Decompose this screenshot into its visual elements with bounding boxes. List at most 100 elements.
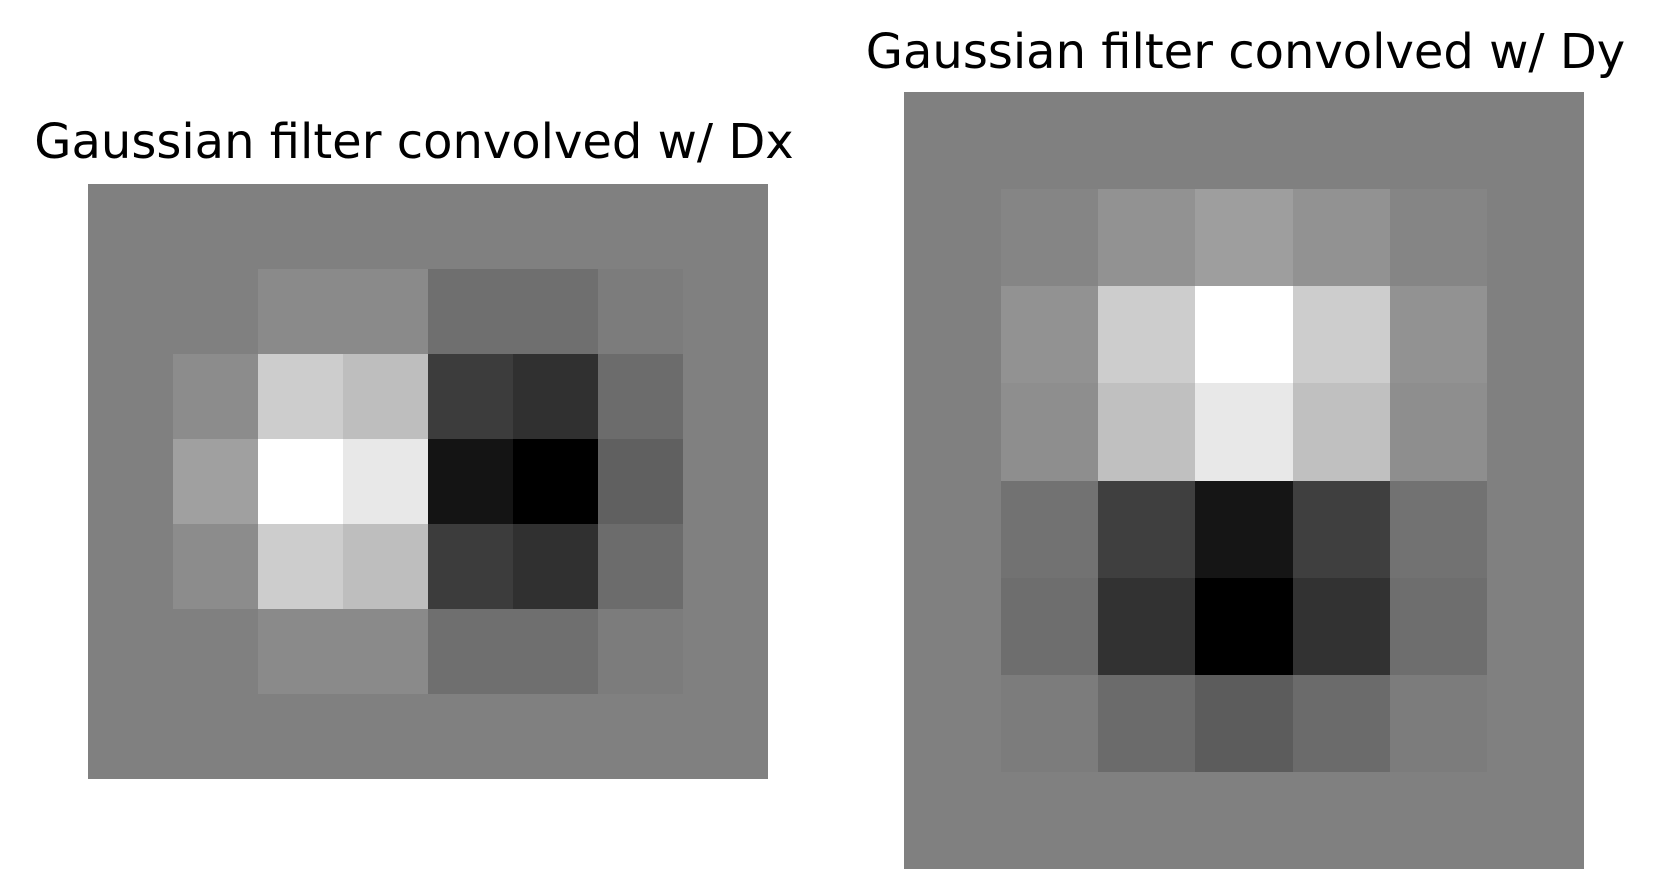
heatmap-cell-r0-c4 (1293, 92, 1390, 189)
heatmap-cell-r6-c2 (258, 694, 343, 779)
heatmap-cell-r0-c7 (683, 184, 768, 269)
heatmap-cell-r6-c3 (1195, 675, 1293, 772)
heatmap-cell-r1-c0 (904, 189, 1001, 286)
heatmap-cell-r1-c6 (598, 269, 683, 354)
heatmap-cell-r0-c1 (1001, 92, 1098, 189)
heatmap-cell-r0-c1 (173, 184, 258, 269)
heatmap-cell-r2-c4 (428, 354, 513, 439)
heatmap-cell-r4-c4 (1293, 481, 1390, 578)
heatmap-cell-r6-c4 (1293, 675, 1390, 772)
heatmap-cell-r4-c3 (1195, 481, 1293, 578)
heatmap-cell-r1-c4 (1293, 189, 1390, 286)
heatmap-cell-r5-c7 (683, 609, 768, 694)
heatmap-cell-r0-c5 (513, 184, 598, 269)
heatmap-cell-r5-c2 (258, 609, 343, 694)
heatmap-cell-r3-c4 (1293, 383, 1390, 481)
heatmap-cell-r4-c7 (683, 524, 768, 609)
heatmap-cell-r6-c5 (513, 694, 598, 779)
heatmap-cell-r1-c7 (683, 269, 768, 354)
heatmap-cell-r0-c2 (1098, 92, 1195, 189)
heatmap-cell-r2-c6 (1487, 286, 1584, 383)
heatmap-cell-r3-c5 (513, 439, 598, 524)
heatmap-cell-r5-c5 (513, 609, 598, 694)
heatmap-cell-r3-c4 (428, 439, 513, 524)
heatmap-cell-r2-c1 (1001, 286, 1098, 383)
heatmap-cell-r3-c1 (173, 439, 258, 524)
heatmap-cell-r4-c5 (1390, 481, 1487, 578)
heatmap-cell-r5-c2 (1098, 578, 1195, 675)
heatmap-cell-r2-c0 (904, 286, 1001, 383)
heatmap-cell-r3-c6 (598, 439, 683, 524)
heatmap-cell-r3-c2 (1098, 383, 1195, 481)
heatmap-cell-r7-c3 (1195, 772, 1293, 869)
heatmap-cell-r5-c6 (598, 609, 683, 694)
heatmap-cell-r1-c0 (88, 269, 173, 354)
heatmap-cell-r2-c1 (173, 354, 258, 439)
heatmap-cell-r7-c2 (1098, 772, 1195, 869)
heatmap-cell-r6-c6 (1487, 675, 1584, 772)
heatmap-cell-r6-c7 (683, 694, 768, 779)
heatmap-cell-r4-c5 (513, 524, 598, 609)
heatmap-cell-r7-c6 (1487, 772, 1584, 869)
heatmap-cell-r4-c3 (343, 524, 428, 609)
heatmap-cell-r2-c5 (1390, 286, 1487, 383)
heatmap-dy (904, 92, 1584, 869)
heatmap-cell-r1-c2 (258, 269, 343, 354)
heatmap-cell-r2-c6 (598, 354, 683, 439)
heatmap-cell-r5-c4 (1293, 578, 1390, 675)
heatmap-cell-r4-c1 (173, 524, 258, 609)
chart-title-dx: Gaussian filter convolved w/ Dx (34, 114, 794, 170)
heatmap-cell-r1-c2 (1098, 189, 1195, 286)
heatmap-cell-r1-c5 (1390, 189, 1487, 286)
heatmap-cell-r5-c1 (1001, 578, 1098, 675)
heatmap-cell-r4-c0 (904, 481, 1001, 578)
heatmap-cell-r0-c3 (343, 184, 428, 269)
heatmap-cell-r4-c6 (1487, 481, 1584, 578)
heatmap-cell-r1-c1 (1001, 189, 1098, 286)
heatmap-cell-r1-c3 (343, 269, 428, 354)
heatmap-cell-r5-c3 (343, 609, 428, 694)
heatmap-cell-r1-c4 (428, 269, 513, 354)
heatmap-cell-r5-c4 (428, 609, 513, 694)
heatmap-cell-r3-c0 (904, 383, 1001, 481)
heatmap-cell-r1-c5 (513, 269, 598, 354)
heatmap-cell-r4-c1 (1001, 481, 1098, 578)
heatmap-cell-r3-c1 (1001, 383, 1098, 481)
heatmap-cell-r3-c3 (1195, 383, 1293, 481)
heatmap-cell-r6-c5 (1390, 675, 1487, 772)
heatmap-cell-r3-c3 (343, 439, 428, 524)
heatmap-cell-r0-c0 (904, 92, 1001, 189)
heatmap-cell-r3-c6 (1487, 383, 1584, 481)
heatmap-cell-r5-c6 (1487, 578, 1584, 675)
heatmap-cell-r3-c7 (683, 439, 768, 524)
heatmap-cell-r0-c3 (1195, 92, 1293, 189)
heatmap-cell-r6-c4 (428, 694, 513, 779)
heatmap-cell-r7-c4 (1293, 772, 1390, 869)
heatmap-cell-r3-c2 (258, 439, 343, 524)
heatmap-cell-r0-c6 (598, 184, 683, 269)
heatmap-cell-r5-c0 (904, 578, 1001, 675)
heatmap-cell-r2-c7 (683, 354, 768, 439)
heatmap-cell-r2-c2 (1098, 286, 1195, 383)
heatmap-cell-r2-c2 (258, 354, 343, 439)
heatmap-cell-r0-c6 (1487, 92, 1584, 189)
heatmap-cell-r0-c2 (258, 184, 343, 269)
heatmap-cell-r0-c0 (88, 184, 173, 269)
heatmap-cell-r5-c3 (1195, 578, 1293, 675)
heatmap-cell-r5-c5 (1390, 578, 1487, 675)
heatmap-cell-r2-c5 (513, 354, 598, 439)
heatmap-cell-r7-c0 (904, 772, 1001, 869)
chart-title-dy: Gaussian filter convolved w/ Dy (865, 24, 1626, 80)
heatmap-cell-r5-c0 (88, 609, 173, 694)
heatmap-cell-r6-c1 (173, 694, 258, 779)
heatmap-cell-r4-c6 (598, 524, 683, 609)
heatmap-cell-r7-c1 (1001, 772, 1098, 869)
heatmap-cell-r1-c1 (173, 269, 258, 354)
heatmap-cell-r6-c0 (904, 675, 1001, 772)
heatmap-cell-r1-c3 (1195, 189, 1293, 286)
heatmap-cell-r4-c0 (88, 524, 173, 609)
heatmap-cell-r4-c2 (258, 524, 343, 609)
heatmap-cell-r7-c5 (1390, 772, 1487, 869)
heatmap-cell-r0-c4 (428, 184, 513, 269)
heatmap-cell-r2-c3 (343, 354, 428, 439)
